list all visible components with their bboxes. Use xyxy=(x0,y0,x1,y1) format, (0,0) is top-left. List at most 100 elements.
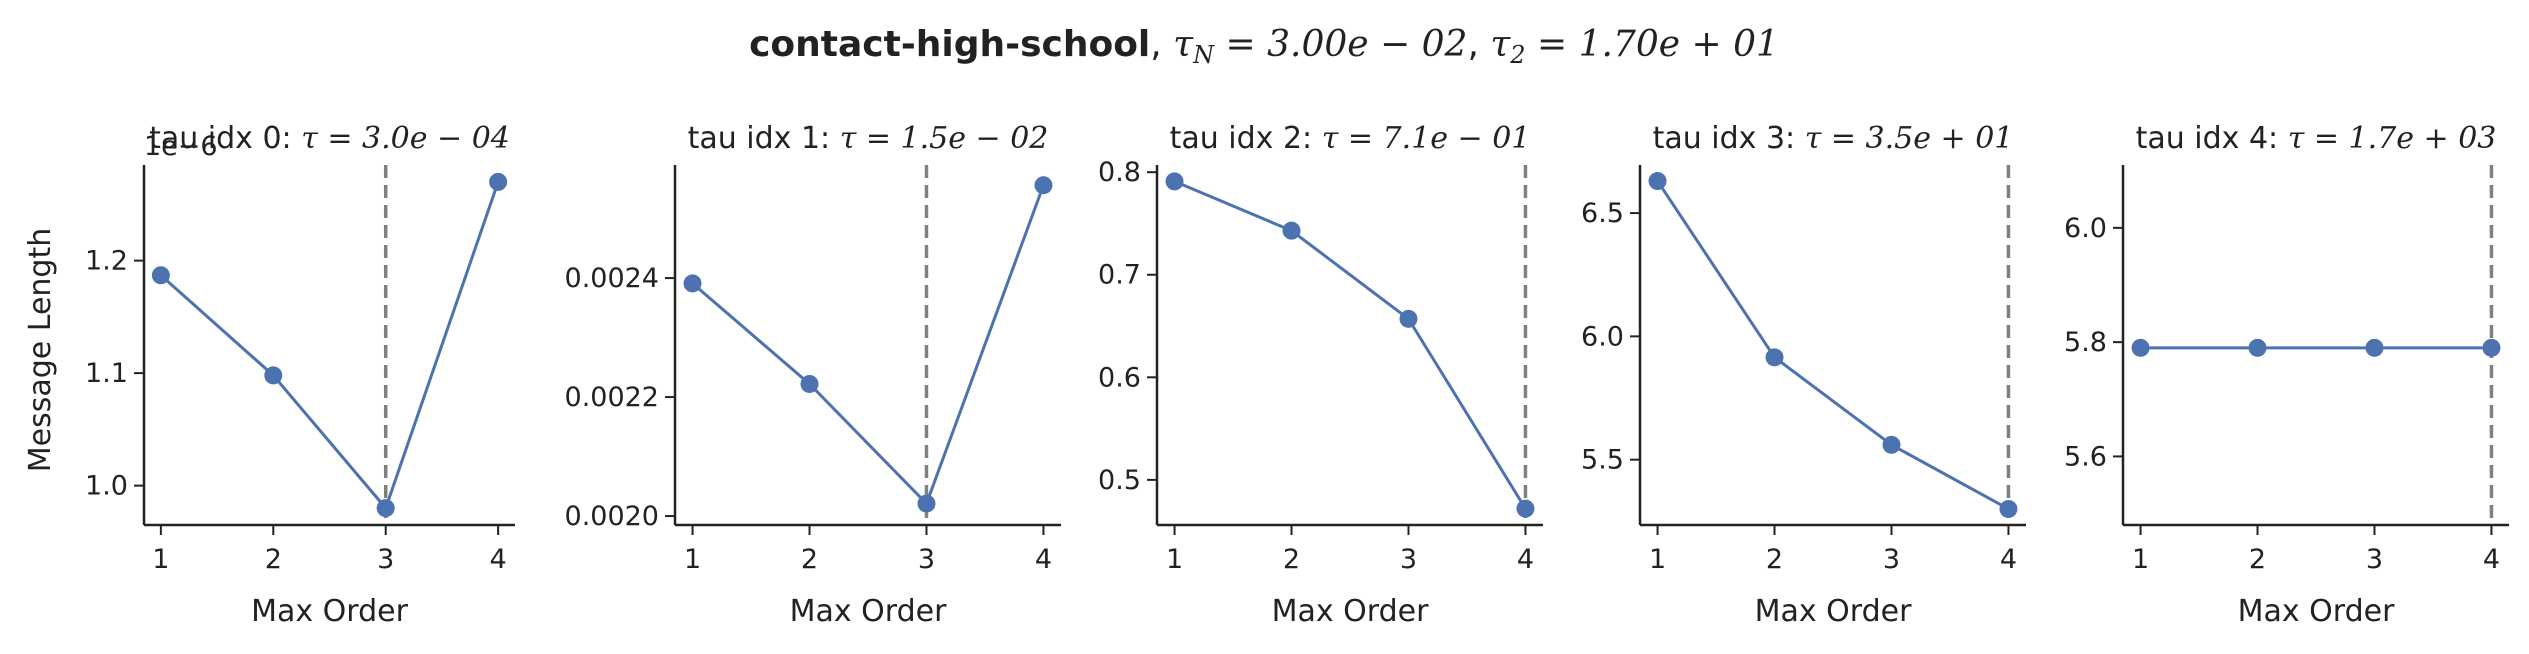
subplot-4-point-1 xyxy=(2248,338,2267,357)
subplot-2-xtick-label-2: 3 xyxy=(1400,544,1417,575)
subplot-2-point-3 xyxy=(1516,499,1535,518)
subplot-0-ytick-label-2: 1.2 xyxy=(85,246,128,277)
subplot-2-xtick-label-3: 4 xyxy=(1517,544,1534,575)
subplot-0-series-line xyxy=(159,181,500,510)
subplot-1-ytick-label-2: 0.0024 xyxy=(565,263,659,294)
subplot-4-title-tau-symbol: τ xyxy=(2288,121,2305,156)
subplot-1-point-2 xyxy=(917,494,936,513)
subplot-1: tau idx 1: τ = 1.5e − 02 0.0020 0.0022 0.00… xyxy=(565,121,1061,629)
subplot-4-xtick-label-0: 1 xyxy=(2132,544,2149,575)
subplot-2-title-value: = 7.1e − 01 xyxy=(1338,121,1530,156)
subplots: tau idx 0: τ = 3.0e − 04 1.0 1.1 1.2 1 2 3 4 Max… xyxy=(23,121,2509,629)
subplot-3-title: tau idx 3: τ = 3.5e + 01 xyxy=(1653,121,2014,156)
subplot-0-title: tau idx 0: τ = 3.0e − 04 xyxy=(149,121,510,156)
subplot-4-xtick-label-3: 4 xyxy=(2483,544,2500,575)
suptitle-tau-n-symbol: τ xyxy=(1173,24,1194,65)
subplot-0-point-0 xyxy=(151,266,170,285)
subplot-0-xtick-label-2: 3 xyxy=(377,544,394,575)
subplot-4-ytick-label-2: 6.0 xyxy=(2064,213,2107,244)
suptitle-dataset-name: contact-high-school xyxy=(749,24,1150,65)
subplot-2-xtick-label-1: 2 xyxy=(1283,544,1300,575)
subplot-2-ytick-label-3: 0.8 xyxy=(1098,157,1141,188)
suptitle-tau-2-symbol: τ xyxy=(1490,24,1511,65)
subplot-3-ytick-label-2: 6.5 xyxy=(1581,198,1624,229)
subplot-3-point-0 xyxy=(1648,172,1667,191)
subplot-3-xtick-label-1: 2 xyxy=(1766,544,1783,575)
subplot-1-xlabel: Max Order xyxy=(790,594,947,629)
subplot-1-xtick-label-2: 3 xyxy=(918,544,935,575)
subplot-1-title-value: = 1.5e − 02 xyxy=(856,121,1048,156)
subplot-2-ytick-label-2: 0.7 xyxy=(1098,260,1141,291)
subplot-1-point-1 xyxy=(800,374,819,393)
subplot-1-title: tau idx 1: τ = 1.5e − 02 xyxy=(688,121,1049,156)
subplot-0: tau idx 0: τ = 3.0e − 04 1.0 1.1 1.2 1 2 3 4 Max… xyxy=(23,121,515,629)
subplot-1-ytick-label-1: 0.0022 xyxy=(565,382,659,413)
subplot-2-series-line xyxy=(1173,180,1527,510)
subplot-4-title-prefix: tau idx 4: xyxy=(2136,121,2288,156)
subplot-0-offset-label: 1e−6 xyxy=(144,131,218,162)
subplot-3-title-value: = 3.5e + 01 xyxy=(1821,121,2013,156)
subplot-3-series-line xyxy=(1656,180,2010,511)
suptitle-tau-n-subscript: N xyxy=(1192,41,1215,69)
subplot-2-xtick-label-0: 1 xyxy=(1166,544,1183,575)
subplot-2: tau idx 2: τ = 7.1e − 01 0.5 0.6 0.7 0.8 1 2 3 4… xyxy=(1098,121,1543,629)
subplot-1-point-0 xyxy=(683,274,702,293)
subplot-2-title-tau-symbol: τ xyxy=(1322,121,1339,156)
subplot-4-title-value: = 1.7e + 03 xyxy=(2304,121,2496,156)
subplot-0-ylabel: Message Length xyxy=(23,228,58,473)
subplot-1-series-line xyxy=(691,184,1045,506)
subplot-0-title-value: = 3.0e − 04 xyxy=(318,121,510,156)
subplot-4-point-2 xyxy=(2365,338,2384,357)
subplot-2-title-prefix: tau idx 2: xyxy=(1170,121,1322,156)
subplot-0-xtick-label-3: 4 xyxy=(490,544,507,575)
subplot-3-ytick-label-1: 6.0 xyxy=(1581,321,1624,352)
subplot-0-xtick-label-0: 1 xyxy=(152,544,169,575)
subplot-2-ytick-label-1: 0.6 xyxy=(1098,362,1141,393)
subplot-1-xtick-label-1: 2 xyxy=(801,544,818,575)
suptitle-separator-1: , xyxy=(1150,24,1173,65)
subplot-4-xtick-label-2: 3 xyxy=(2366,544,2383,575)
subplot-0-title-prefix: tau idx 0: xyxy=(149,121,301,156)
subplot-2-point-2 xyxy=(1399,309,1418,328)
subplot-4-ytick-label-0: 5.6 xyxy=(2064,441,2107,472)
subplot-4-ytick-label-1: 5.8 xyxy=(2064,327,2107,358)
subplot-2-ytick-label-0: 0.5 xyxy=(1098,465,1141,496)
subplot-1-ytick-label-0: 0.0020 xyxy=(565,501,659,532)
subplot-0-point-3 xyxy=(489,172,508,191)
subplot-3-xtick-label-3: 4 xyxy=(2000,544,2017,575)
suptitle-tau-2-value: = 1.70e + 01 xyxy=(1526,24,1779,65)
subplot-4: tau idx 4: τ = 1.7e + 03 5.6 5.8 6.0 1 2 3 4 Max… xyxy=(2064,121,2509,629)
subplot-2-point-1 xyxy=(1282,221,1301,240)
suptitle-tau-n-value: = 3.00e − 02 xyxy=(1214,24,1467,65)
subplot-1-point-3 xyxy=(1034,176,1053,195)
subplot-3: tau idx 3: τ = 3.5e + 01 5.5 6.0 6.5 1 2 3 4 Max… xyxy=(1581,121,2026,629)
subplot-0-xtick-label-1: 2 xyxy=(265,544,282,575)
subplot-0-xlabel: Max Order xyxy=(251,594,408,629)
subplot-3-xtick-label-2: 3 xyxy=(1883,544,1900,575)
subplot-3-xtick-label-0: 1 xyxy=(1649,544,1666,575)
subplot-3-ytick-label-0: 5.5 xyxy=(1581,445,1624,476)
subplot-0-title-tau-symbol: τ xyxy=(301,121,318,156)
subplot-3-xlabel: Max Order xyxy=(1755,594,1912,629)
subplot-4-point-3 xyxy=(2482,338,2501,357)
subplot-0-point-2 xyxy=(376,499,395,518)
subplot-3-point-2 xyxy=(1882,435,1901,454)
subplot-3-point-1 xyxy=(1765,348,1784,367)
subplot-4-title: tau idx 4: τ = 1.7e + 03 xyxy=(2136,121,2497,156)
subplot-0-point-1 xyxy=(264,366,283,385)
figure-suptitle: contact-high-school, τN = 3.00e − 02, τ2… xyxy=(749,24,1779,69)
subplot-1-xtick-label-0: 1 xyxy=(684,544,701,575)
subplot-3-title-prefix: tau idx 3: xyxy=(1653,121,1805,156)
subplot-3-point-3 xyxy=(1999,499,2018,518)
subplot-4-xtick-label-1: 2 xyxy=(2249,544,2266,575)
subplot-3-title-tau-symbol: τ xyxy=(1805,121,1822,156)
suptitle-tau-2-subscript: 2 xyxy=(1509,41,1525,69)
subplot-1-xtick-label-3: 4 xyxy=(1035,544,1052,575)
subplot-2-title: tau idx 2: τ = 7.1e − 01 xyxy=(1170,121,1531,156)
subplot-4-xlabel: Max Order xyxy=(2238,594,2395,629)
suptitle-separator-2: , xyxy=(1467,24,1490,65)
subplot-1-title-tau-symbol: τ xyxy=(840,121,857,156)
subplot-4-point-0 xyxy=(2131,338,2150,357)
subplot-2-point-0 xyxy=(1165,172,1184,191)
